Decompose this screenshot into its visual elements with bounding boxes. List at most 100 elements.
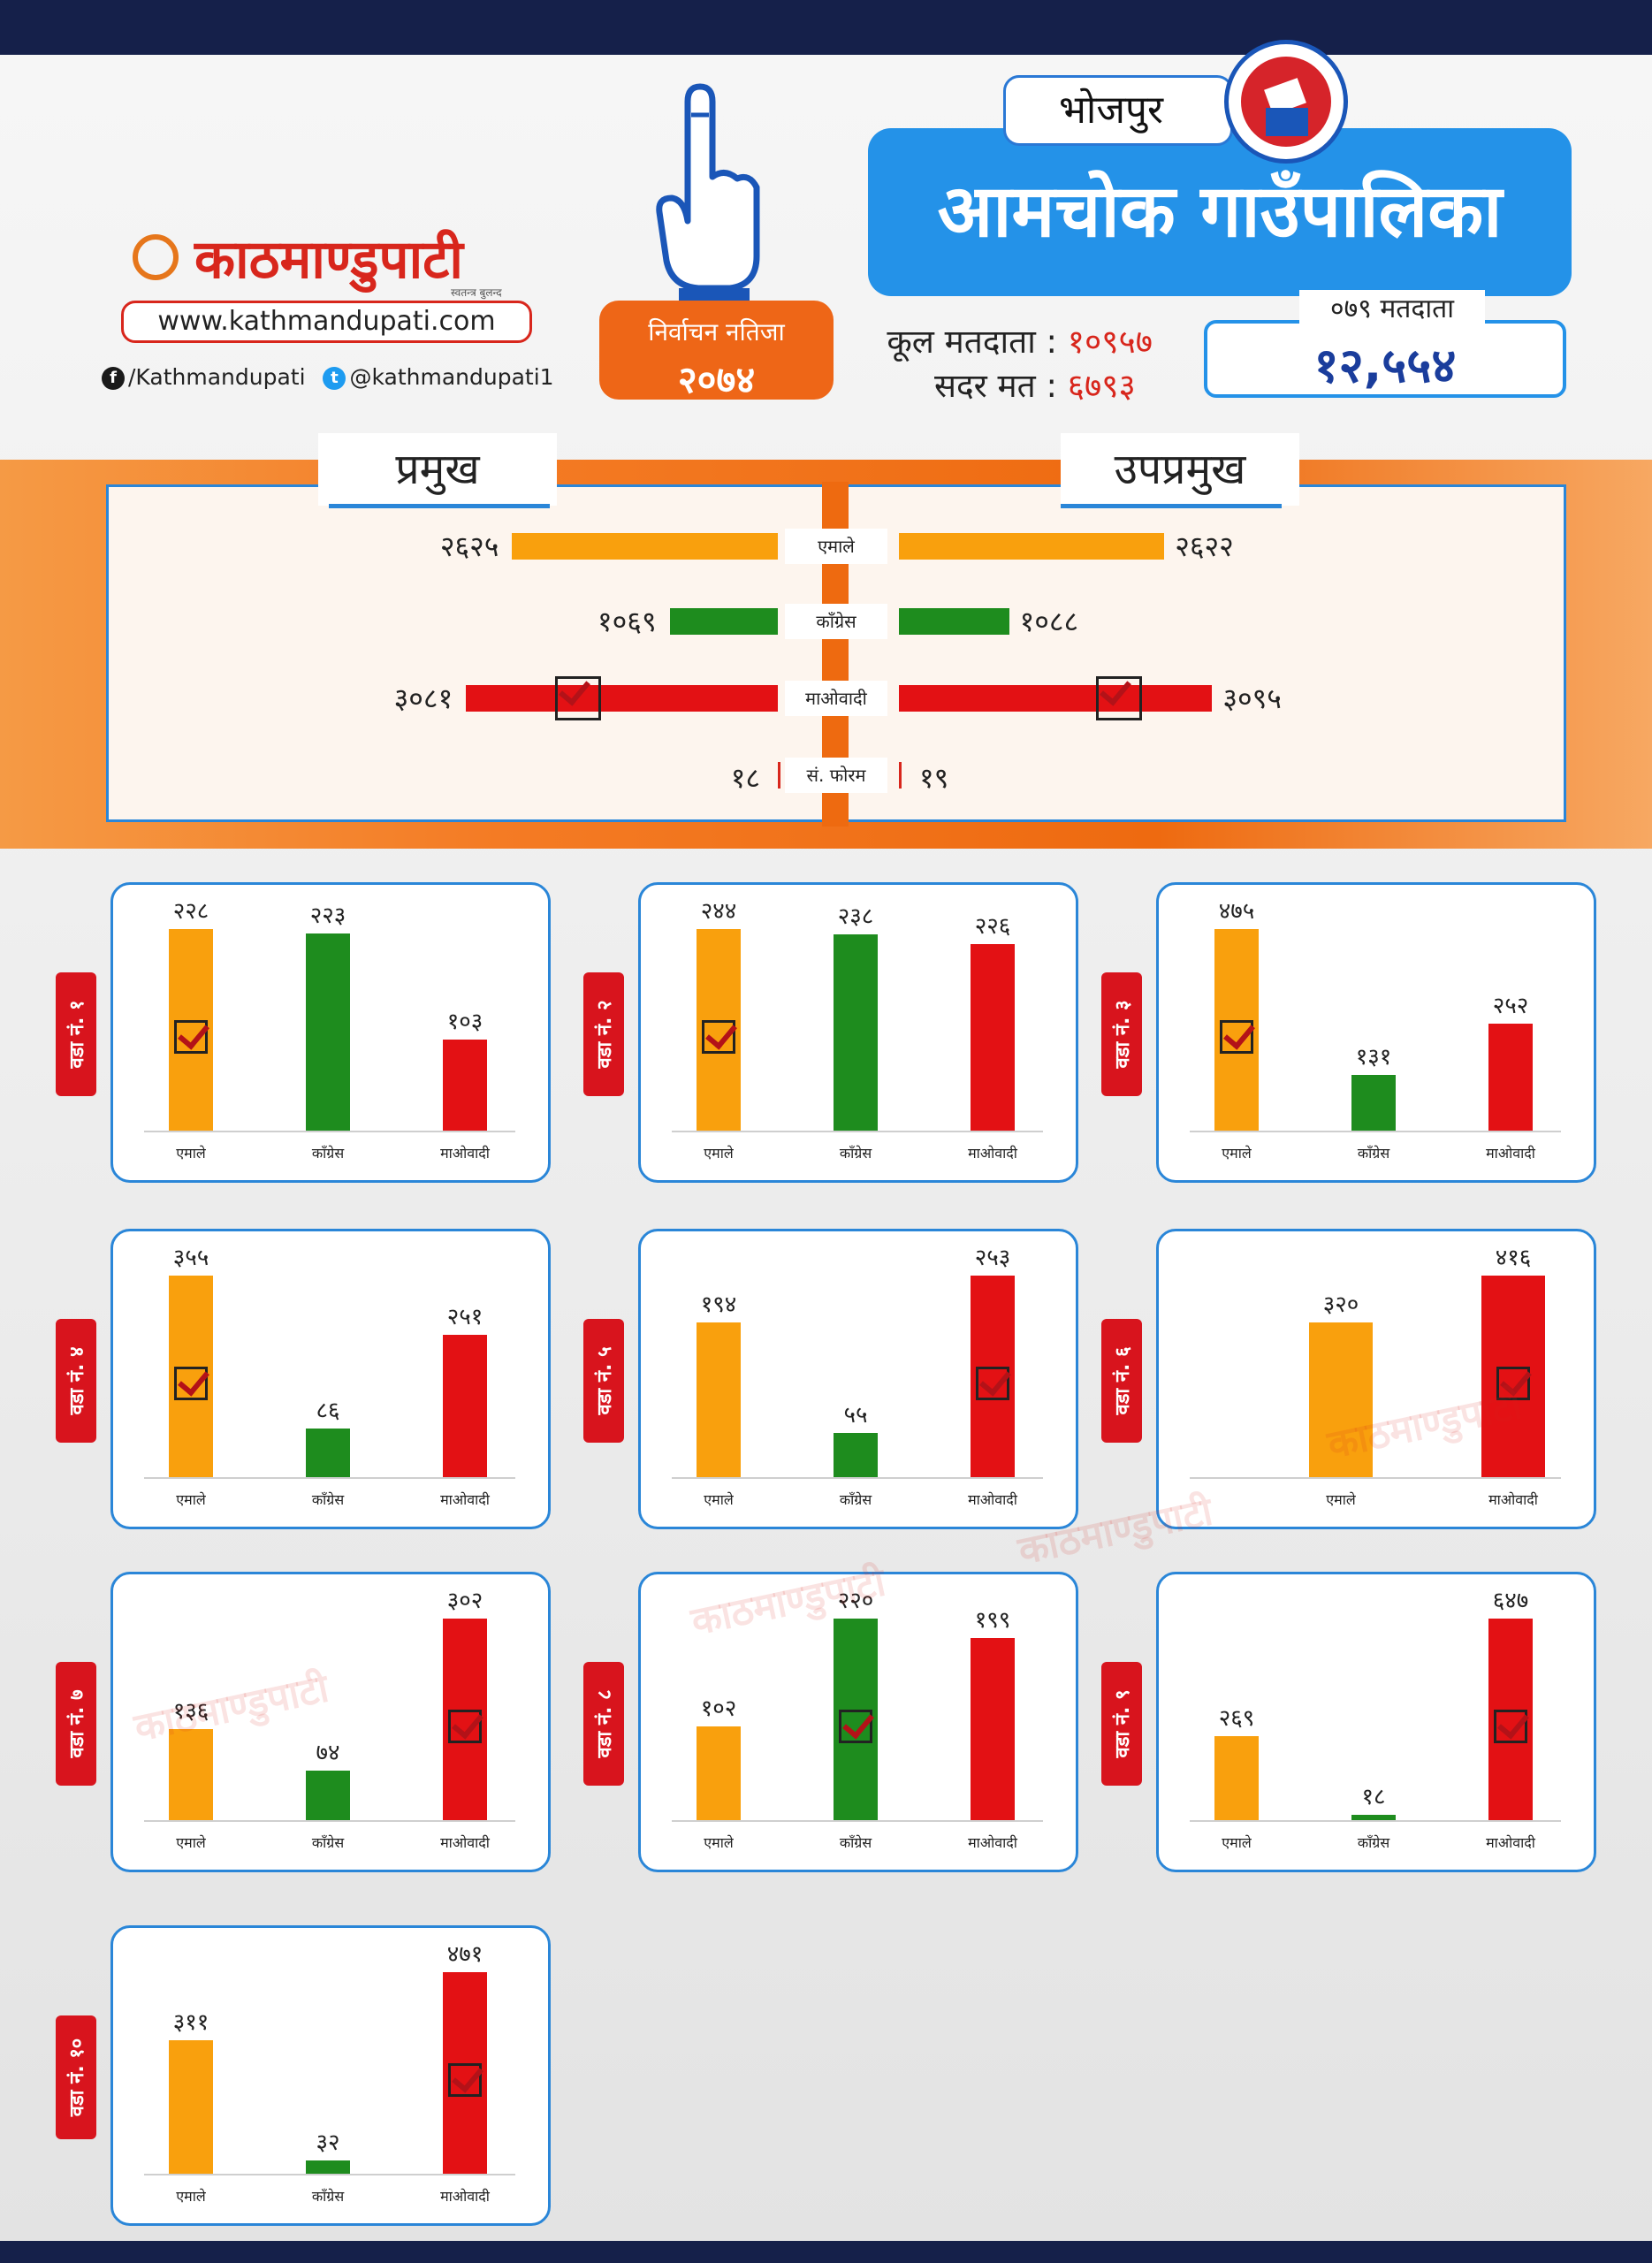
voters-079-box	[1204, 320, 1566, 398]
ward-party-label: एमाले	[176, 2188, 206, 2205]
ward-tab: वडा नं. ६	[1101, 1319, 1142, 1443]
ward-bar-value: ३२०	[1322, 1291, 1359, 1318]
website-link[interactable]: www.kathmandupati.com	[121, 301, 532, 343]
ward-tab: वडा नं. ९	[1101, 1662, 1142, 1786]
voting-finger-icon	[656, 83, 760, 301]
ward-card: ४७५ एमाले १३१ काँग्रेस २५२ माओवादी	[1156, 882, 1596, 1183]
ward-tab-label: वडा नं. ८	[594, 1689, 616, 1758]
ward-tab: वडा नं. ४	[56, 1319, 96, 1443]
ward-party-label: माओवादी	[968, 1491, 1017, 1508]
ward-card: ३२० एमाले ४१६ माओवादी	[1156, 1229, 1596, 1529]
ward-bar-value: ३२	[316, 2129, 340, 2156]
ward-tab-label: वडा नं. ३	[1112, 1000, 1134, 1069]
ward-tab-label: वडा नं. ४	[66, 1346, 88, 1415]
mayor-tab: प्रमुख	[318, 433, 557, 506]
mayor-bar	[466, 685, 778, 712]
ward-bar	[169, 2040, 213, 2174]
ward-bar	[443, 1334, 487, 1477]
voters-079-value: १२,५५४	[1313, 338, 1457, 393]
ward-party-label: एमाले	[176, 1491, 206, 1508]
ward-bar	[1351, 1814, 1396, 1820]
ward-party-label: काँग्रेस	[311, 2188, 345, 2205]
ward-bar-value: १३१	[1355, 1044, 1392, 1071]
facebook-icon: f	[102, 367, 125, 390]
ward-tab: वडा नं. ८	[583, 1662, 624, 1786]
ward-party-label: काँग्रेस	[839, 1834, 872, 1851]
ward-bar	[1309, 1322, 1373, 1477]
ward-bar-value: २५१	[446, 1303, 483, 1330]
ward-tab: वडा नं. १०	[56, 2015, 96, 2139]
ballot-box-icon	[1224, 40, 1348, 164]
ward-bar	[1214, 1736, 1259, 1820]
ward-bar	[169, 1729, 213, 1820]
ward-party-label: माओवादी	[1488, 1491, 1538, 1508]
ward-baseline	[144, 2174, 515, 2175]
deputy-value: १०८८	[1019, 605, 1079, 638]
ward-party-label: माओवादी	[1486, 1834, 1535, 1851]
ward-party-label: काँग्रेस	[311, 1145, 345, 1162]
logo-text: काठमाण्डुपाटी	[194, 229, 463, 291]
ward-tab-label: वडा नं. १	[66, 1000, 88, 1069]
ward-party-label: माओवादी	[440, 2188, 490, 2205]
ward-bar	[971, 1637, 1015, 1820]
forum-separator-left	[778, 762, 780, 789]
valid-votes-label: सदर मत :	[934, 367, 1057, 405]
mayor-value: २६२५	[439, 530, 499, 563]
ward-party-label: एमाले	[1222, 1834, 1252, 1851]
ward-bar-value: १३६	[172, 1698, 209, 1726]
mayor-bar	[669, 608, 778, 635]
social-links: f/Kathmandupati t @kathmandupati1	[102, 364, 554, 390]
winner-checkmark-icon	[1220, 1019, 1253, 1054]
ward-party-label: एमाले	[1222, 1145, 1252, 1162]
mayor-value: १०६९	[598, 605, 657, 638]
ward-bar-value: १९४	[700, 1292, 737, 1319]
ward-tab: वडा नं. २	[583, 972, 624, 1096]
ward-bar-value: २६९	[1218, 1705, 1255, 1733]
deputy-bar	[899, 608, 1009, 635]
twitter-handle[interactable]: @kathmandupati1	[349, 364, 554, 390]
deputy-value: ३०९५	[1222, 682, 1282, 715]
ward-tab-label: वडा नं. ७	[66, 1689, 88, 1758]
ward-card: २४४ एमाले २३८ काँग्रेस २२६ माओवादी	[638, 882, 1078, 1183]
ward-party-label: एमाले	[176, 1834, 206, 1851]
ward-bar	[443, 1040, 487, 1131]
ward-bar-value: ३५५	[172, 1245, 209, 1271]
forum-separator-right	[899, 762, 902, 789]
deputy-bar	[899, 685, 1213, 712]
ward-bar	[834, 933, 878, 1131]
ward-bar-value: ६४७	[1492, 1588, 1529, 1614]
twitter-icon: t	[323, 367, 346, 390]
party-label-3: सं. फोरम	[785, 758, 887, 793]
total-voters-label: कूल मतदाता :	[887, 323, 1057, 361]
deputy-winner-checkmark-icon	[1096, 676, 1142, 720]
ward-card: ३५५ एमाले ८६ काँग्रेस २५१ माओवादी	[110, 1229, 551, 1529]
facebook-handle[interactable]: /Kathmandupati	[128, 364, 306, 390]
ward-bar-value: ५५	[843, 1402, 868, 1429]
ward-tab: वडा नं. ५	[583, 1319, 624, 1443]
ward-party-label: माओवादी	[1486, 1145, 1535, 1162]
ward-bar-value: १८	[1361, 1783, 1386, 1810]
ward-bar-value: ७४	[316, 1740, 340, 1767]
ward-baseline	[672, 1820, 1043, 1822]
top-bar	[0, 0, 1652, 55]
ward-bar-value: २२०	[837, 1588, 874, 1614]
ward-party-label: माओवादी	[968, 1145, 1017, 1162]
winner-checkmark-icon	[1496, 1366, 1530, 1400]
ward-party-label: एमाले	[176, 1145, 206, 1162]
result-badge: निर्वाचन नतिजा २०७४	[599, 301, 834, 401]
ward-party-label: काँग्रेस	[1357, 1834, 1390, 1851]
ward-party-label: माओवादी	[440, 1145, 490, 1162]
result-year: २०७४	[677, 358, 756, 401]
ward-bar-value: २२८	[172, 898, 209, 925]
ward-bar-value: ४७१	[446, 1941, 483, 1968]
ward-party-label: काँग्रेस	[1357, 1145, 1390, 1162]
mayor-value: १८	[730, 761, 760, 795]
ward-party-label: माओवादी	[440, 1834, 490, 1851]
ward-baseline	[144, 1131, 515, 1132]
ward-tab-label: वडा नं. ६	[1112, 1346, 1134, 1415]
ward-party-label: एमाले	[704, 1145, 734, 1162]
ward-baseline	[1190, 1131, 1561, 1132]
mayor-bar	[512, 533, 778, 560]
ward-baseline	[1190, 1820, 1561, 1822]
party-label-2: माओवादी	[785, 681, 887, 716]
